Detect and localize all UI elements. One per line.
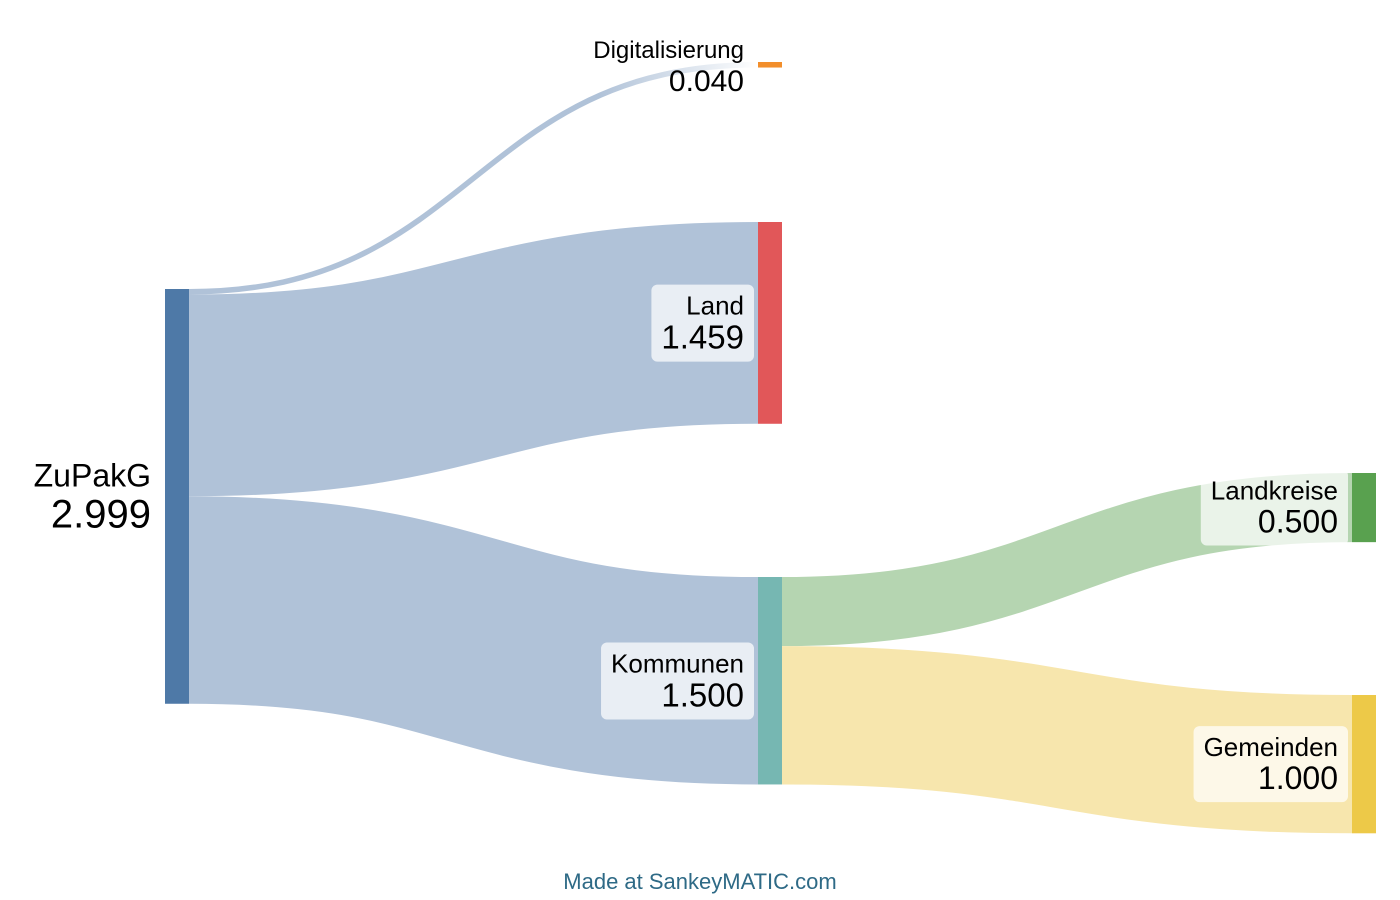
- node-name-gemeinden: Gemeinden: [1204, 732, 1338, 762]
- node-name-kommunen: Kommunen: [611, 648, 744, 678]
- node-value-land: 1.459: [661, 319, 744, 356]
- node-value-kommunen: 1.500: [661, 676, 744, 713]
- node-digitalisierung[interactable]: [758, 62, 782, 68]
- node-name-landkreise: Landkreise: [1211, 476, 1338, 506]
- node-value-zupakg: 2.999: [51, 493, 151, 537]
- node-name-zupakg: ZuPakG: [34, 457, 151, 493]
- label-background-land: [651, 284, 754, 362]
- node-value-digitalisierung: 0.040: [669, 65, 744, 98]
- flow-zupakg-to-digitalisierung[interactable]: [188, 62, 759, 295]
- node-value-gemeinden: 1.000: [1258, 760, 1338, 796]
- footer-credit[interactable]: Made at SankeyMATIC.com: [563, 869, 836, 894]
- node-landkreise[interactable]: [1352, 473, 1376, 543]
- node-land[interactable]: [758, 222, 782, 424]
- node-name-land: Land: [686, 291, 744, 321]
- label-background-gemeinden: [1193, 726, 1348, 803]
- node-zupakg[interactable]: [165, 289, 189, 704]
- label-background-landkreise: [1200, 469, 1348, 546]
- node-gemeinden[interactable]: [1352, 695, 1376, 834]
- node-name-digitalisierung: Digitalisierung: [593, 37, 744, 64]
- label-background-kommunen: [601, 642, 754, 720]
- node-kommunen[interactable]: [758, 577, 782, 785]
- node-value-landkreise: 0.500: [1258, 504, 1338, 540]
